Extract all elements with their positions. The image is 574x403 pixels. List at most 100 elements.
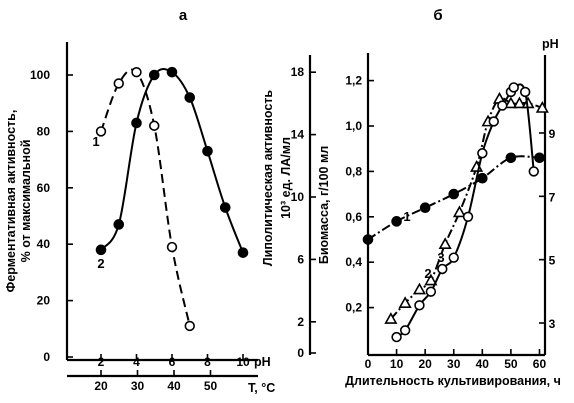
panel-b-series-2-point [384,312,398,324]
panel-b-outer-ylabel: Липолитическая активность [261,90,275,267]
panel-a-series-2-point [166,66,178,78]
panel-b-series-2-point [424,273,438,286]
panel-a-xlabel: pH [254,355,271,369]
panel-b-series-2-point [535,100,549,113]
panel-b-inner-ylabel: Биомасса, г/100 мл [317,146,331,264]
panel-a-series-2-point [95,244,107,256]
panel-b-series-2-point [512,96,527,109]
panel-b-series-3-point [462,211,474,223]
panel-b-outer-ytick-label: 2 [297,315,304,329]
panel-b-inner-ytick-label: 1,0 [345,119,362,133]
panel-b-curve-label-3: 3 [437,250,444,265]
panel-b-right-ytick-label: 5 [549,254,556,268]
panel-b-xtick-label: 40 [476,357,490,371]
panel-a-series-2-point [237,247,249,258]
panel-a-series-2-point [148,69,160,81]
panel-b-inner-ytick-label: 0,2 [345,301,362,315]
panel-b-xtick-label: 50 [504,357,518,371]
panel-b-xlabel: Длительность культивирования, ч [345,374,561,388]
panel-b-curve-label-2: 2 [424,266,431,281]
panel-a-curve-label-2: 2 [97,256,104,271]
panel-a-series-1-point [166,241,178,253]
panel-a-title: а [179,7,188,24]
panel-a-ytick-label: 40 [37,237,51,251]
panel-a-xtick-label: 4 [133,355,140,369]
panel-a-ytick-label: 60 [37,181,51,195]
panel-a-xtick-label: 8 [204,355,211,369]
panel-b-series-3-point [497,100,508,111]
panel-b-series-3-point [399,325,411,336]
panel-b-right-ytick-label: 9 [549,127,556,141]
panel-b-series-1-point [362,234,374,245]
panel-b-right-ylabel: pH [542,37,559,51]
panel-a-ytick-label: 80 [37,124,51,138]
panel-b-series-3-point [425,286,437,297]
panel-b-series-1-point [505,152,517,164]
panel-b-xtick-label: 0 [365,357,372,371]
panel-a-ytick-label: 0 [43,350,50,364]
panel-b-series-2-line [390,97,543,320]
panel-a-xtick-label: 10 [236,355,250,369]
panel-b-xtick-label: 30 [447,357,461,371]
panel-a-series-1-point [131,66,142,78]
panel-a-series-2-point [113,219,125,230]
panel-a-x2tick-label: 40 [167,379,181,393]
panel-b-series-3-point [477,148,488,159]
panel-a-series-1-point [113,78,124,89]
panel-b-series-3-point [448,252,459,263]
panel-b-outer-ytick-label: 10 [291,190,305,204]
panel-a-ytick-label: 100 [30,68,50,82]
panel-a-series-1-line [100,68,191,327]
panel-b-series-2-point [412,282,427,295]
panel-b-xtick-label: 10 [390,357,404,371]
panel-a-series-1-point [184,320,195,332]
panel-a-series-1-point [149,120,160,131]
panel-b-right-ytick-label: 7 [549,190,556,204]
panel-a-ytick-label: 20 [37,294,51,308]
panel-a-curve-label-1: 1 [92,134,99,149]
panel-b-series-3-point [519,86,531,98]
panel-b-series-3-point [391,331,402,343]
panel-b-outer-ytick-label: 18 [291,65,305,79]
panel-b-inner-ytick-label: 0,4 [345,255,362,269]
panel-b-inner-ytick-label: 0,8 [345,164,362,178]
panel-b-series-2-point [504,96,518,109]
panel-b-right-ytick-label: 3 [549,317,556,331]
panel-b-inner-ytick-label: 0,6 [345,210,362,224]
panel-a-xtick-label: 2 [98,355,105,369]
panel-b-inner-ytick-label: 1,2 [345,74,362,88]
panel-b-series-3-point [414,300,425,311]
panel-b-series-3-point [437,263,448,275]
panel-a-series-2-point [202,145,213,157]
panel-a-series-2-point [219,202,231,213]
panel-b-series-3-point [528,166,539,177]
panel-b-xtick-label: 20 [418,357,432,371]
panel-b-axes [308,53,547,357]
panel-a-series-2-point [184,92,196,103]
panel-b-outer-ytick-label: 0 [297,346,304,360]
panel-b-series-1-point [419,202,431,214]
panel-b-series-2-point [438,237,452,249]
panel-a-xtick-label: 6 [169,355,176,369]
panel-b-series-2-point [452,205,467,218]
panel-b-series-1-point [534,152,545,164]
panel-b-outer-ytick-label: 14 [291,128,305,142]
panel-b-series-1-point [477,172,488,184]
panel-a-x2tick-label: 20 [94,379,108,393]
panel-b-series-3-point [488,116,499,127]
panel-b-title: б [433,7,442,24]
panel-b-xtick-label: 60 [533,357,547,371]
panel-b-series-2-point [398,296,412,309]
panel-a-x2tick-label: 30 [131,379,145,393]
panel-b-series-3-point [508,82,519,93]
panel-a-x2label: T, °C [248,381,275,395]
panel-a-series-2-point [131,117,142,129]
panel-a-series-1-point [95,126,107,137]
panel-b-series-1-point [391,216,402,227]
panel-a-axes [65,42,258,378]
panel-b-series-1-point [448,188,460,200]
panel-b-outer-ylabel2: 10³ ед. ЛА/мл [279,137,293,219]
panel-a-ylabel: Ферментативная активность, [4,110,18,293]
panel-b-curve-label-1: 1 [403,209,410,224]
